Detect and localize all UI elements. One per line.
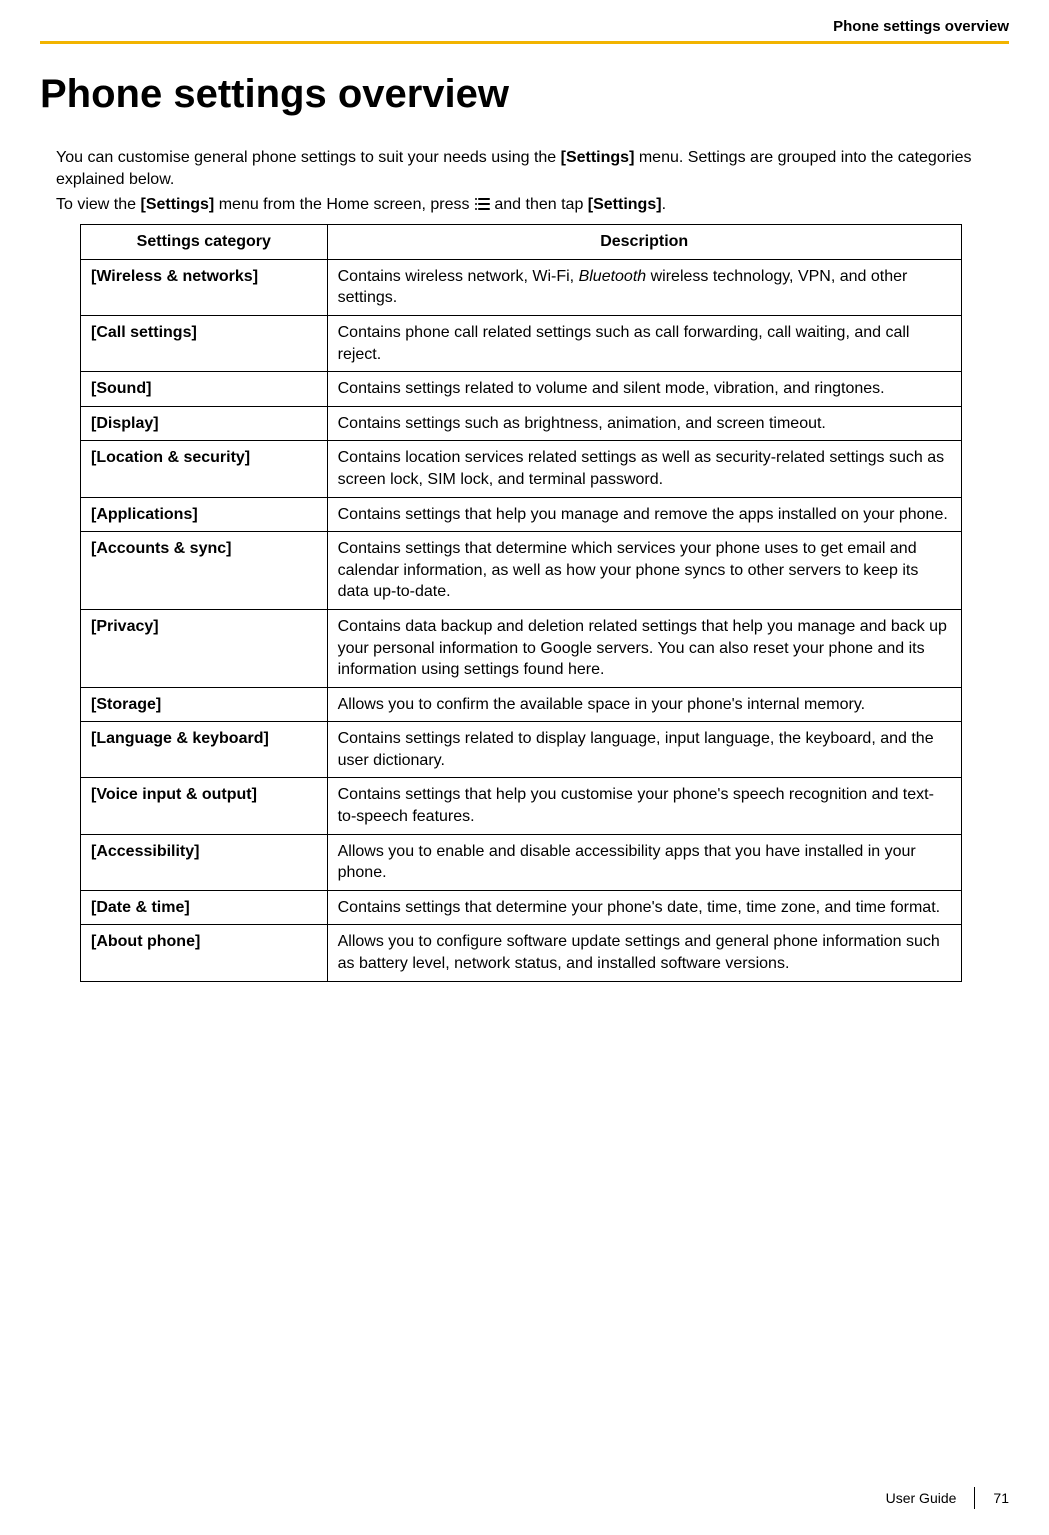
table-row: [Wireless & networks] Contains wireless …	[81, 259, 962, 315]
category-cell: [Date & time]	[81, 890, 328, 925]
desc-fragment: Contains wireless network, Wi-Fi,	[338, 268, 579, 285]
table-row: [Storage] Allows you to confirm the avai…	[81, 687, 962, 722]
description-cell: Contains settings such as brightness, an…	[327, 406, 961, 441]
table-row: [Privacy] Contains data backup and delet…	[81, 609, 962, 687]
page-title: Phone settings overview	[40, 72, 1009, 117]
description-cell: Allows you to enable and disable accessi…	[327, 834, 961, 890]
description-cell: Contains location services related setti…	[327, 441, 961, 497]
description-cell: Contains settings that help you manage a…	[327, 497, 961, 532]
table-row: [Call settings] Contains phone call rela…	[81, 315, 962, 371]
category-cell: [Accounts & sync]	[81, 532, 328, 610]
intro-text-fragment: and then tap	[490, 196, 588, 213]
table-header-row: Settings category Description	[81, 224, 962, 259]
page-number: 71	[993, 1490, 1009, 1506]
category-cell: [Applications]	[81, 497, 328, 532]
table-row: [Sound] Contains settings related to vol…	[81, 372, 962, 407]
settings-menu-bold: [Settings]	[561, 149, 635, 166]
intro-text-fragment: You can customise general phone settings…	[56, 149, 561, 166]
table-row: [About phone] Allows you to configure so…	[81, 925, 962, 981]
page-footer: User Guide 71	[886, 1487, 1009, 1509]
document-page: Phone settings overview Phone settings o…	[0, 0, 1049, 1535]
bluetooth-italic: Bluetooth	[579, 268, 647, 285]
intro-text: You can customise general phone settings…	[40, 147, 1009, 216]
category-cell: [Storage]	[81, 687, 328, 722]
footer-divider	[974, 1487, 975, 1509]
category-cell: [Language & keyboard]	[81, 722, 328, 778]
table-row: [Location & security] Contains location …	[81, 441, 962, 497]
description-cell: Contains settings that determine your ph…	[327, 890, 961, 925]
description-cell: Allows you to configure software update …	[327, 925, 961, 981]
table-row: [Voice input & output] Contains settings…	[81, 778, 962, 834]
category-cell: [About phone]	[81, 925, 328, 981]
category-cell: [Accessibility]	[81, 834, 328, 890]
running-header: Phone settings overview	[40, 0, 1009, 41]
intro-paragraph-2: To view the [Settings] menu from the Hom…	[56, 194, 1009, 216]
settings-menu-bold: [Settings]	[588, 196, 662, 213]
table-header-description: Description	[327, 224, 961, 259]
category-cell: [Privacy]	[81, 609, 328, 687]
intro-text-fragment: To view the	[56, 196, 140, 213]
description-cell: Contains settings that help you customis…	[327, 778, 961, 834]
accent-bar	[40, 41, 1009, 44]
category-cell: [Wireless & networks]	[81, 259, 328, 315]
description-cell: Contains settings that determine which s…	[327, 532, 961, 610]
description-cell: Contains data backup and deletion relate…	[327, 609, 961, 687]
description-cell: Contains wireless network, Wi-Fi, Blueto…	[327, 259, 961, 315]
menu-list-icon	[474, 196, 490, 210]
footer-inner: User Guide 71	[886, 1487, 1009, 1509]
description-cell: Contains phone call related settings suc…	[327, 315, 961, 371]
table-header-category: Settings category	[81, 224, 328, 259]
category-cell: [Call settings]	[81, 315, 328, 371]
table-row: [Language & keyboard] Contains settings …	[81, 722, 962, 778]
table-row: [Accounts & sync] Contains settings that…	[81, 532, 962, 610]
category-cell: [Location & security]	[81, 441, 328, 497]
footer-label: User Guide	[886, 1490, 957, 1506]
description-cell: Allows you to confirm the available spac…	[327, 687, 961, 722]
intro-paragraph-1: You can customise general phone settings…	[56, 147, 1009, 190]
table-row: [Applications] Contains settings that he…	[81, 497, 962, 532]
settings-menu-bold: [Settings]	[140, 196, 214, 213]
intro-text-fragment: .	[662, 196, 666, 213]
table-row: [Display] Contains settings such as brig…	[81, 406, 962, 441]
table-row: [Date & time] Contains settings that det…	[81, 890, 962, 925]
intro-text-fragment: menu from the Home screen, press	[214, 196, 474, 213]
category-cell: [Sound]	[81, 372, 328, 407]
category-cell: [Voice input & output]	[81, 778, 328, 834]
description-cell: Contains settings related to display lan…	[327, 722, 961, 778]
table-row: [Accessibility] Allows you to enable and…	[81, 834, 962, 890]
settings-table: Settings category Description [Wireless …	[80, 224, 962, 982]
table-body: [Wireless & networks] Contains wireless …	[81, 259, 962, 981]
category-cell: [Display]	[81, 406, 328, 441]
description-cell: Contains settings related to volume and …	[327, 372, 961, 407]
